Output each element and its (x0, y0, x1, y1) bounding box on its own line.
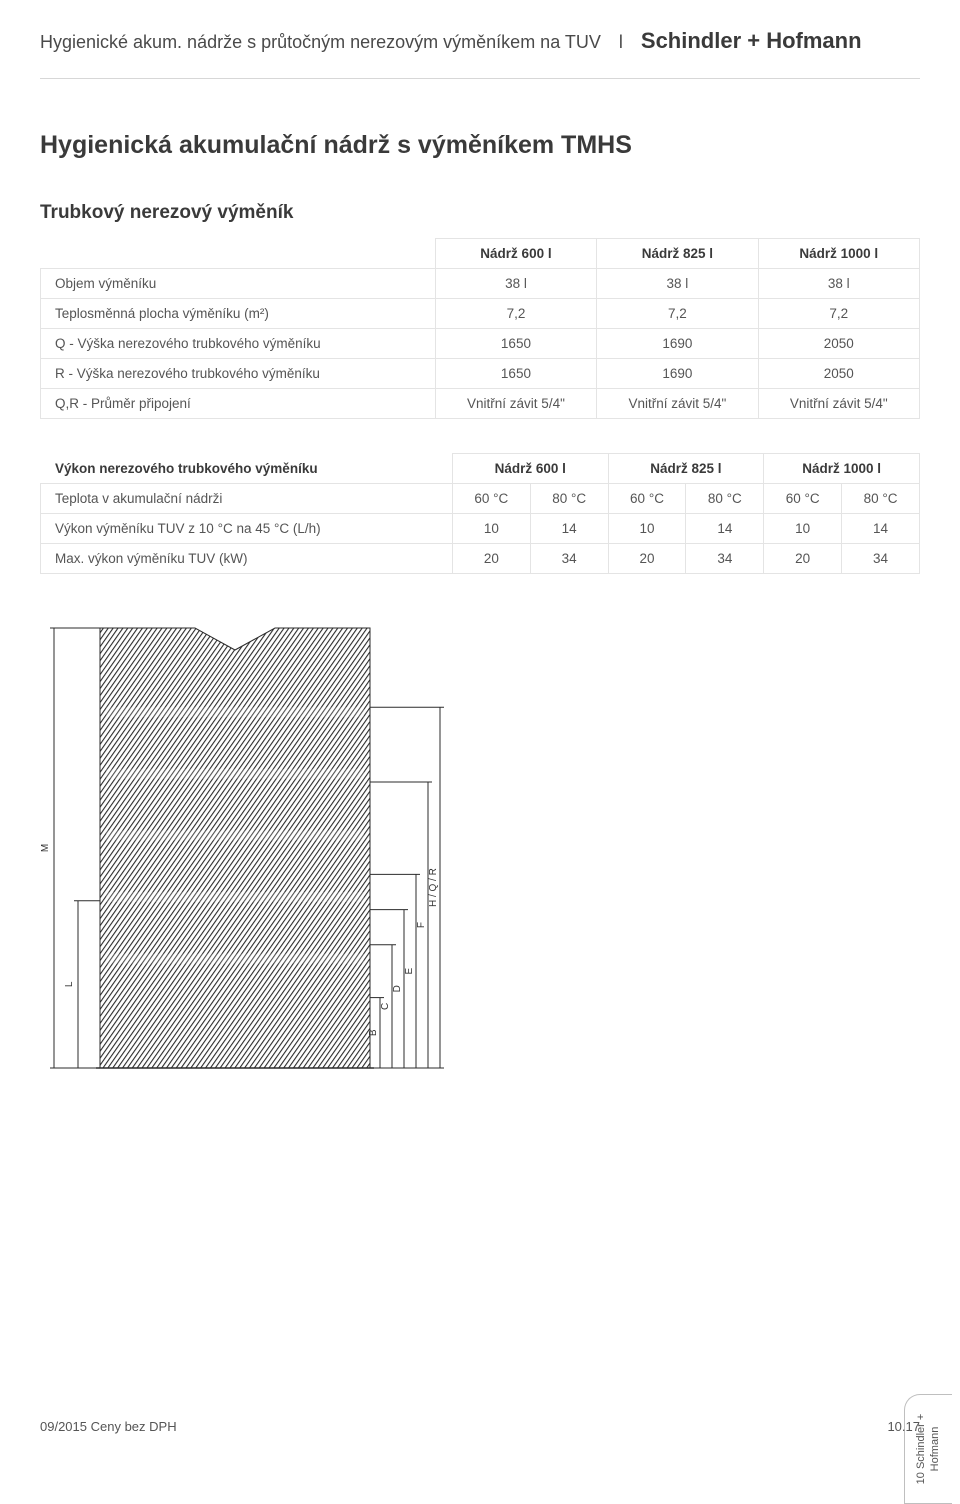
page-footer: 09/2015 Ceny bez DPH 10.17 (40, 1419, 920, 1434)
table-cell-label: Teplosměnná plocha výměníku (m²) (41, 299, 436, 329)
table-cell: 14 (530, 514, 608, 544)
table-cell: 2050 (758, 359, 919, 389)
table-row: Výkon výměníku TUV z 10 °C na 45 °C (L/h… (41, 514, 920, 544)
side-tab: 10 Schindler + Hofmann (904, 1394, 952, 1504)
table-cell: Vnitřní závit 5/4" (597, 389, 758, 419)
table-cell: 38 l (758, 269, 919, 299)
table-header-cell: Nádrž 825 l (608, 454, 764, 484)
footer-left: 09/2015 Ceny bez DPH (40, 1419, 177, 1434)
table-row: Výkon nerezového trubkového výměníku Nád… (41, 454, 920, 484)
table-cell-label: R - Výška nerezového trubkového výměníku (41, 359, 436, 389)
tank-diagram-svg: M L B C D E F H / Q / R (40, 620, 480, 1100)
table-header-cell: Nádrž 600 l (435, 239, 596, 269)
svg-text:F: F (416, 922, 427, 928)
table-cell-label: Teplota v akumulační nádrži (41, 484, 453, 514)
table-cell: 14 (686, 514, 764, 544)
table-cell: 38 l (597, 269, 758, 299)
table-cell: 34 (686, 544, 764, 574)
table-cell: 1650 (435, 359, 596, 389)
svg-text:B: B (368, 1029, 379, 1036)
table-cell: 1650 (435, 329, 596, 359)
table-cell: 20 (452, 544, 530, 574)
table-cell: 1690 (597, 329, 758, 359)
table-exchanger-power: Výkon nerezového trubkového výměníku Nád… (40, 453, 920, 574)
page-title: Hygienická akumulační nádrž s výměníkem … (40, 131, 920, 160)
table-header-cell (41, 239, 436, 269)
tank-diagram: M L B C D E F H / Q / R (40, 620, 480, 1100)
table-header-cell: Nádrž 1000 l (758, 239, 919, 269)
footer-right: 10.17 (887, 1419, 920, 1434)
table-cell: 80 °C (530, 484, 608, 514)
table-header-cell: Nádrž 1000 l (764, 454, 920, 484)
table-cell: 7,2 (435, 299, 596, 329)
svg-text:C: C (380, 1003, 391, 1010)
table-row: Nádrž 600 l Nádrž 825 l Nádrž 1000 l (41, 239, 920, 269)
svg-text:H / Q / R: H / Q / R (428, 868, 439, 907)
page-header: Hygienické akum. nádrže s průtočným nere… (40, 28, 920, 79)
table-cell: 10 (452, 514, 530, 544)
table-cell: Vnitřní závit 5/4" (435, 389, 596, 419)
table-cell: 1690 (597, 359, 758, 389)
side-tab-label: 10 Schindler + Hofmann (915, 1395, 941, 1503)
table-row: Q,R - Průměr připojení Vnitřní závit 5/4… (41, 389, 920, 419)
table-cell: 60 °C (452, 484, 530, 514)
table-cell: 7,2 (597, 299, 758, 329)
table-cell: 10 (764, 514, 842, 544)
table-cell: 60 °C (764, 484, 842, 514)
table-cell: 14 (842, 514, 920, 544)
table-cell: 60 °C (608, 484, 686, 514)
header-category: Hygienické akum. nádrže s průtočným nere… (40, 32, 601, 53)
table-cell: 20 (764, 544, 842, 574)
svg-text:D: D (392, 985, 403, 992)
table-cell: 10 (608, 514, 686, 544)
table-row: R - Výška nerezového trubkového výměníku… (41, 359, 920, 389)
table-cell: 2050 (758, 329, 919, 359)
table-cell: 20 (608, 544, 686, 574)
table-cell: 34 (530, 544, 608, 574)
table-row: Q - Výška nerezového trubkového výměníku… (41, 329, 920, 359)
table-header-cell: Nádrž 825 l (597, 239, 758, 269)
table-cell: 80 °C (842, 484, 920, 514)
table-header-cell: Nádrž 600 l (452, 454, 608, 484)
header-brand: Schindler + Hofmann (641, 28, 862, 54)
svg-text:M: M (40, 844, 51, 852)
header-separator: l (611, 32, 631, 53)
section-title-1: Trubkový nerezový výměník (40, 202, 920, 224)
table-cell-label: Objem výměníku (41, 269, 436, 299)
table-cell: 34 (842, 544, 920, 574)
svg-text:L: L (64, 981, 75, 987)
table-cell-label: Q - Výška nerezového trubkového výměníku (41, 329, 436, 359)
table-row: Max. výkon výměníku TUV (kW) 20 34 20 34… (41, 544, 920, 574)
table-cell: Vnitřní závit 5/4" (758, 389, 919, 419)
table-cell-label: Výkon výměníku TUV z 10 °C na 45 °C (L/h… (41, 514, 453, 544)
table-header-cell: Výkon nerezového trubkového výměníku (41, 454, 453, 484)
table-cell-label: Q,R - Průměr připojení (41, 389, 436, 419)
table-exchanger-params: Nádrž 600 l Nádrž 825 l Nádrž 1000 l Obj… (40, 238, 920, 419)
table-cell: 80 °C (686, 484, 764, 514)
table-row: Objem výměníku 38 l 38 l 38 l (41, 269, 920, 299)
svg-text:E: E (404, 968, 415, 975)
table-cell-label: Max. výkon výměníku TUV (kW) (41, 544, 453, 574)
table-cell: 38 l (435, 269, 596, 299)
table-cell: 7,2 (758, 299, 919, 329)
table-row: Teplosměnná plocha výměníku (m²) 7,2 7,2… (41, 299, 920, 329)
table-row: Teplota v akumulační nádrži 60 °C 80 °C … (41, 484, 920, 514)
